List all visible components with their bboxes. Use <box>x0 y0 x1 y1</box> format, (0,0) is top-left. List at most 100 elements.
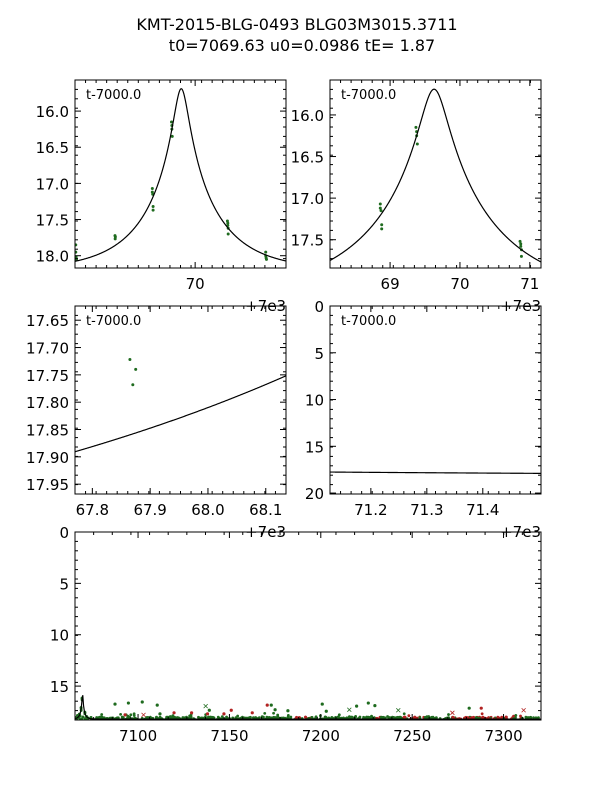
data-point <box>229 708 233 712</box>
x-tick-label: 70 <box>450 275 469 293</box>
data-point <box>176 716 180 719</box>
data-point <box>519 714 522 718</box>
data-point <box>238 284 241 287</box>
data-point <box>207 708 211 712</box>
model-curve <box>330 471 541 474</box>
data-point <box>252 716 255 720</box>
data-point <box>514 714 518 717</box>
data-point <box>467 706 471 710</box>
plot-area <box>236 88 594 287</box>
data-point <box>418 716 422 719</box>
x-tick-label: 68.1 <box>249 501 282 519</box>
y-tick-label: 16.5 <box>36 139 69 157</box>
y-tick-label: 5 <box>59 575 69 593</box>
data-point <box>265 703 269 707</box>
data-point <box>380 227 384 231</box>
data-point <box>250 711 254 715</box>
axes-frame <box>74 305 287 495</box>
y-tick-label: 15 <box>305 438 324 456</box>
model-curve <box>75 375 286 453</box>
data-point <box>113 702 117 706</box>
data-point <box>131 383 135 387</box>
data-point <box>272 711 275 715</box>
x-tick-label: 7150 <box>210 727 248 745</box>
data-point <box>170 134 174 138</box>
data-point <box>119 712 123 716</box>
data-point <box>309 257 312 260</box>
y-tick-label: 0 <box>59 524 69 542</box>
data-point <box>151 208 155 212</box>
y-tick-label: 17.0 <box>291 190 324 208</box>
model-curve <box>75 88 286 262</box>
data-point <box>226 232 230 236</box>
x-tick-label: 69 <box>381 275 400 293</box>
data-point <box>236 276 239 279</box>
data-point <box>100 713 104 716</box>
y-tick-label: 17.85 <box>26 422 69 440</box>
data-point <box>205 712 210 716</box>
data-point <box>269 703 273 707</box>
y-tick-label: 17.0 <box>36 175 69 193</box>
data-point <box>481 715 485 719</box>
x-tick-label: 67.9 <box>133 501 166 519</box>
data-point <box>519 244 523 248</box>
data-point <box>532 716 535 719</box>
data-point <box>286 714 290 717</box>
data-point <box>295 715 298 719</box>
data-point <box>512 714 515 718</box>
panel-label: t-7000.0 <box>86 314 141 329</box>
data-point <box>590 280 593 283</box>
y-tick-label: 20 <box>305 485 324 503</box>
data-point <box>336 715 340 719</box>
data-point <box>158 712 162 716</box>
data-point <box>179 468 182 471</box>
data-point-x <box>450 710 455 716</box>
y-tick-label: 18.0 <box>36 248 69 266</box>
data-point-x <box>203 703 208 709</box>
data-point <box>591 282 594 285</box>
x-tick-label: 7300 <box>484 727 522 745</box>
data-point <box>276 714 280 718</box>
data-point <box>337 713 341 717</box>
data-point <box>189 711 194 715</box>
data-point <box>264 257 268 261</box>
y-tick-label: 16.5 <box>291 149 324 167</box>
data-point <box>226 221 230 225</box>
data-point <box>120 715 124 719</box>
data-point <box>414 125 418 129</box>
data-point <box>172 711 176 715</box>
data-point <box>355 704 359 708</box>
data-point <box>272 715 276 719</box>
x-tick-label: 71 <box>520 275 539 293</box>
data-point <box>373 704 377 708</box>
data-point <box>75 243 78 247</box>
data-point <box>304 715 308 719</box>
data-point <box>324 709 328 713</box>
data-point-x <box>521 707 526 713</box>
data-point <box>518 239 522 243</box>
y-tick-label: 16.0 <box>291 107 324 125</box>
y-tick-label: 17.90 <box>26 449 69 467</box>
y-tick-label: 0 <box>314 298 324 316</box>
y-tick-label: 15 <box>50 678 69 696</box>
data-point <box>113 237 117 241</box>
data-point <box>190 469 193 472</box>
data-point <box>155 703 159 707</box>
data-point <box>379 209 383 213</box>
data-point <box>169 120 173 124</box>
data-point <box>472 715 475 719</box>
data-point <box>75 250 78 254</box>
y-tick-label: 17.5 <box>291 232 324 250</box>
data-point <box>519 242 523 246</box>
plot-area <box>75 695 541 720</box>
data-point <box>236 714 240 718</box>
data-point <box>386 715 389 718</box>
y-tick-label: 16.0 <box>36 103 69 121</box>
axes-frame <box>74 79 287 269</box>
y-tick-label: 5 <box>314 345 324 363</box>
x-tick-label: 71.3 <box>410 501 443 519</box>
panel-label: t-7000.0 <box>86 88 141 103</box>
data-point <box>396 715 400 719</box>
